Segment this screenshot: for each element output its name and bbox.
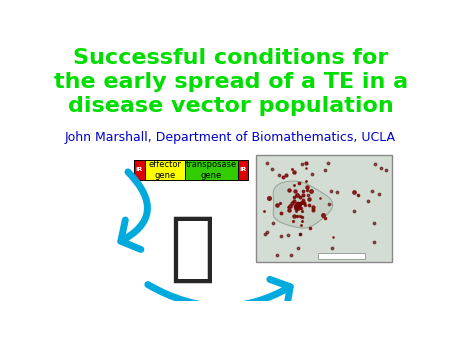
Text: John Marshall, Department of Biomathematics, UCLA: John Marshall, Department of Biomathemat…: [65, 131, 396, 144]
Text: Successful conditions for
the early spread of a TE in a
disease vector populatio: Successful conditions for the early spre…: [54, 48, 408, 116]
FancyArrowPatch shape: [121, 172, 148, 249]
Text: effector
gene: effector gene: [148, 160, 181, 179]
Text: IR: IR: [239, 167, 247, 172]
FancyBboxPatch shape: [144, 160, 185, 180]
FancyBboxPatch shape: [185, 160, 238, 180]
FancyBboxPatch shape: [318, 253, 364, 259]
FancyBboxPatch shape: [134, 160, 144, 180]
FancyBboxPatch shape: [238, 160, 248, 180]
Text: transposase
gene: transposase gene: [185, 160, 237, 179]
FancyBboxPatch shape: [256, 154, 392, 262]
Text: IR: IR: [135, 167, 143, 172]
Text: 🦟: 🦟: [169, 212, 215, 286]
Polygon shape: [273, 181, 333, 228]
FancyArrowPatch shape: [148, 280, 290, 308]
